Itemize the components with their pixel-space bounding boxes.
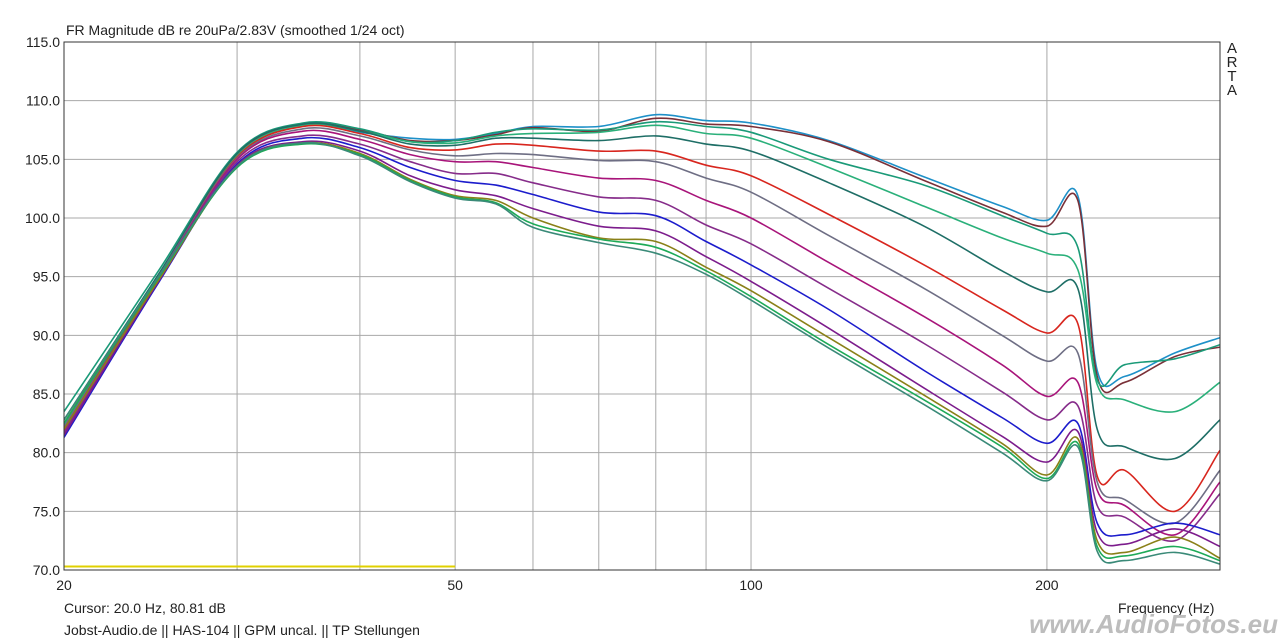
y-tick-label: 70.0 (33, 562, 60, 578)
y-tick-label: 105.0 (25, 151, 60, 167)
series-line-7 (64, 127, 1220, 525)
y-tick-label: 75.0 (33, 503, 60, 519)
plot-frame (63, 41, 1221, 571)
series-line-6 (64, 124, 1220, 513)
x-axis-label: Frequency (Hz) (1118, 600, 1215, 616)
y-tick-label: 115.0 (26, 34, 60, 50)
arta-letter: A (1226, 82, 1237, 99)
series-line-11 (64, 140, 1220, 548)
info-line: Jobst-Audio.de || HAS-104 || GPM uncal. … (64, 622, 420, 638)
arta-letter: R (1226, 54, 1238, 71)
series-line-8 (64, 129, 1220, 536)
x-tick-label: 20 (56, 577, 72, 593)
series-line-9 (64, 134, 1220, 542)
y-tick-label: 90.0 (33, 327, 60, 343)
chart-curves (64, 113, 1220, 568)
cursor-readout: Cursor: 20.0 Hz, 80.81 dB (64, 600, 226, 616)
arta-letter: A (1226, 40, 1237, 57)
y-tick-label: 110.0 (26, 93, 60, 109)
arta-letter: T (1227, 68, 1237, 85)
watermark: www.AudioFotos.eu (1029, 609, 1278, 639)
x-tick-label: 50 (447, 577, 463, 593)
y-tick-label: 100.0 (25, 210, 60, 226)
series-line-3 (64, 120, 1220, 413)
chart-title: FR Magnitude dB re 20uPa/2.83V (smoothed… (66, 22, 405, 38)
axis-ticks: 115.0 110.0 105.0 100.0 95.0 90.0 85.0 80.0 75.0… (25, 34, 1059, 593)
series-line-4 (64, 123, 1220, 427)
y-tick-label: 95.0 (33, 269, 60, 285)
y-tick-label: 80.0 (33, 445, 60, 461)
y-tick-label: 85.0 (33, 386, 60, 402)
series-line-14 (64, 141, 1220, 565)
series-line-10 (64, 136, 1220, 537)
x-tick-label: 200 (1035, 577, 1059, 593)
series-line-5 (64, 122, 1220, 461)
x-tick-label: 100 (739, 577, 763, 593)
